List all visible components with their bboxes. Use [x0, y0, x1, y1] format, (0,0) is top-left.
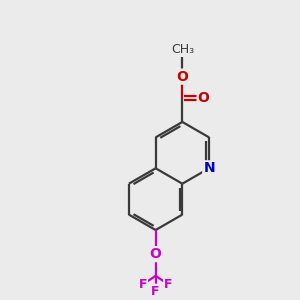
Text: F: F — [152, 285, 160, 298]
Text: F: F — [164, 278, 172, 291]
Text: O: O — [176, 70, 188, 84]
Text: O: O — [150, 247, 161, 261]
Text: F: F — [139, 278, 147, 291]
Text: O: O — [198, 91, 209, 105]
Text: N: N — [203, 161, 215, 175]
Text: CH₃: CH₃ — [171, 43, 194, 56]
